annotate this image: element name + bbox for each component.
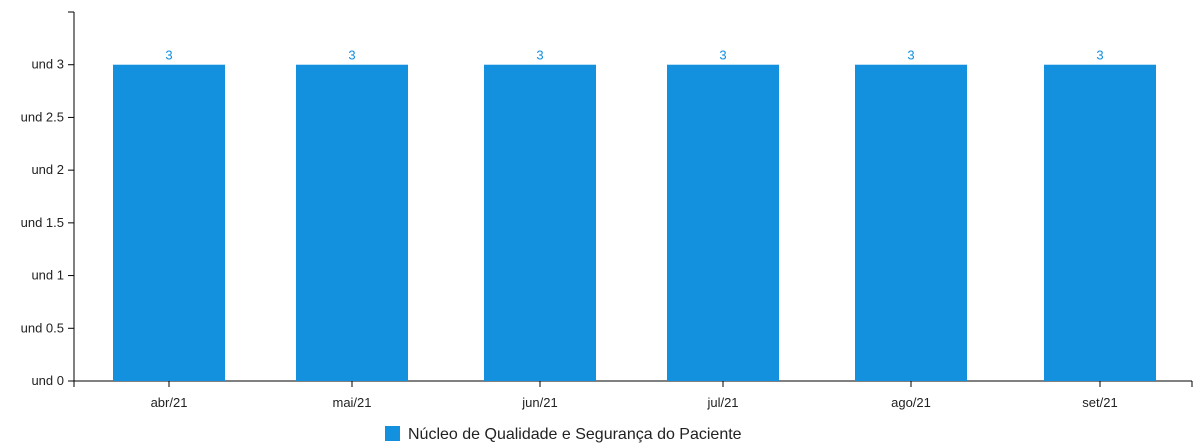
x-tick-label: abr/21 [151, 395, 188, 410]
data-label: 3 [165, 48, 172, 63]
y-tick-label: und 2 [31, 162, 64, 177]
data-label: 3 [1096, 48, 1103, 63]
x-tick-label: jun/21 [521, 395, 557, 410]
legend[interactable]: Núcleo de Qualidade e Segurança do Pacie… [385, 426, 742, 443]
legend-label[interactable]: Núcleo de Qualidade e Segurança do Pacie… [408, 426, 742, 443]
bar[interactable] [667, 64, 779, 381]
bar[interactable] [1044, 64, 1156, 381]
y-tick-label: und 3 [31, 57, 64, 72]
y-tick-label: und 1 [31, 268, 64, 283]
legend-swatch[interactable] [385, 426, 400, 441]
bar[interactable] [113, 64, 225, 381]
data-label: 3 [536, 48, 543, 63]
bar[interactable] [296, 64, 408, 381]
y-tick-label: und 1.5 [21, 215, 64, 230]
x-tick-label: ago/21 [891, 395, 931, 410]
bars [113, 64, 1156, 381]
bar[interactable] [484, 64, 596, 381]
y-tick-label: und 0 [31, 373, 64, 388]
data-label: 3 [907, 48, 914, 63]
x-tick-label: mai/21 [332, 395, 371, 410]
data-label: 3 [348, 48, 355, 63]
bar[interactable] [855, 64, 967, 381]
data-label: 3 [719, 48, 726, 63]
x-tick-label: set/21 [1082, 395, 1117, 410]
data-labels: 3 3 3 3 3 3 [165, 48, 1103, 63]
x-axis: abr/21 mai/21 jun/21 jul/21 ago/21 set/21 [73, 380, 1193, 410]
x-tick-label: jul/21 [706, 395, 738, 410]
y-tick-label: und 0.5 [21, 320, 64, 335]
y-tick-label: und 2.5 [21, 109, 64, 124]
y-axis: und 0 und 0.5 und 1 und 1.5 und 2 und 2.5 und … [21, 11, 75, 388]
